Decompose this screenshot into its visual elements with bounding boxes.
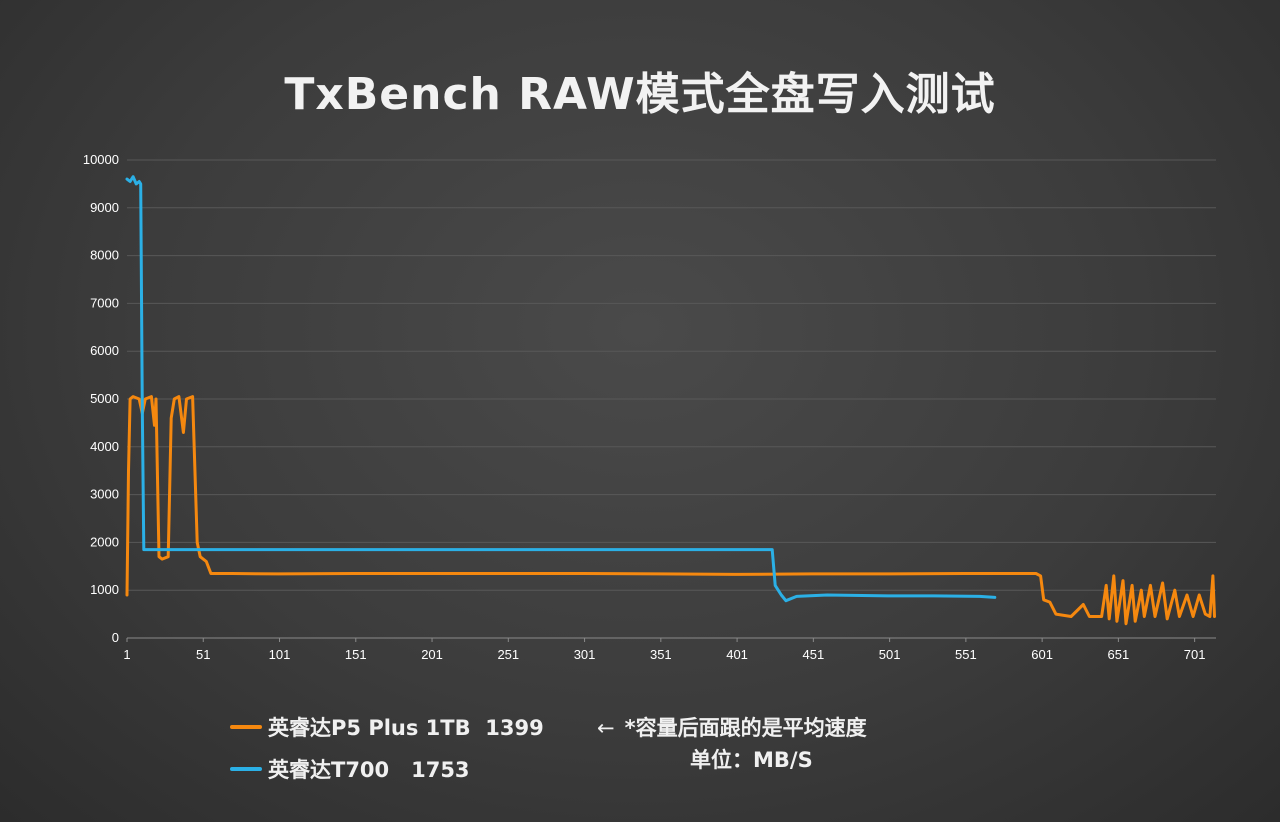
x-tick-label: 351 (650, 647, 672, 662)
chart-title: TxBench RAW模式全盘写入测试 (284, 69, 996, 120)
x-tick-label: 401 (726, 647, 748, 662)
y-tick-label: 3000 (90, 487, 119, 502)
y-tick-label: 4000 (90, 439, 119, 454)
x-tick-label: 701 (1184, 647, 1206, 662)
y-axis-ticks: 0 1000 2000 3000 4000 5000 6000 7000 8000 9000 100… (83, 152, 119, 645)
y-tick-label: 5000 (90, 391, 119, 406)
x-tick-label: 201 (421, 647, 443, 662)
legend-swatch-blue (230, 767, 262, 771)
average-speed-note: ← *容量后面跟的是平均速度 (597, 712, 867, 742)
left-arrow-icon: ← (597, 716, 615, 740)
x-tick-label: 551 (955, 647, 977, 662)
x-tick-label: 1 (123, 647, 130, 662)
x-tick-label: 251 (497, 647, 519, 662)
series-line-1 (125, 175, 997, 603)
legend-swatch-orange (230, 725, 262, 729)
x-tick-label: 151 (345, 647, 367, 662)
x-tick-label: 651 (1108, 647, 1130, 662)
x-tick-label: 501 (879, 647, 901, 662)
grid-lines (127, 159, 1216, 639)
x-tick-label: 51 (196, 647, 210, 662)
x-tick-label: 451 (802, 647, 824, 662)
y-tick-label: 2000 (90, 534, 119, 549)
y-tick-label: 6000 (90, 343, 119, 358)
legend-item-p5-plus: 英睿达P5 Plus 1TB 1399 (230, 706, 544, 748)
unit-label: 单位：MB/S (690, 748, 813, 772)
x-tick-label: 601 (1031, 647, 1053, 662)
y-tick-label: 7000 (90, 295, 119, 310)
y-tick-label: 1000 (90, 582, 119, 597)
y-tick-label: 0 (112, 630, 119, 645)
series-line-0 (125, 395, 1216, 626)
y-tick-label: 8000 (90, 248, 119, 263)
x-tick-label: 101 (269, 647, 291, 662)
y-tick-label: 9000 (90, 200, 119, 215)
note-text: *容量后面跟的是平均速度 (624, 716, 867, 740)
y-tick-label: 10000 (83, 152, 119, 167)
x-tick-label: 301 (574, 647, 596, 662)
legend: 英睿达P5 Plus 1TB 1399 英睿达T700 1753 (230, 706, 544, 790)
legend-item-t700: 英睿达T700 1753 (230, 748, 544, 790)
legend-label: 英睿达T700 1753 (268, 758, 470, 782)
x-axis-ticks: 1 51 101 151 201 251 301 351 401 451 501 551 601 651 7… (123, 638, 1205, 662)
series-lines (125, 175, 1216, 626)
legend-label: 英睿达P5 Plus 1TB 1399 (268, 716, 544, 740)
